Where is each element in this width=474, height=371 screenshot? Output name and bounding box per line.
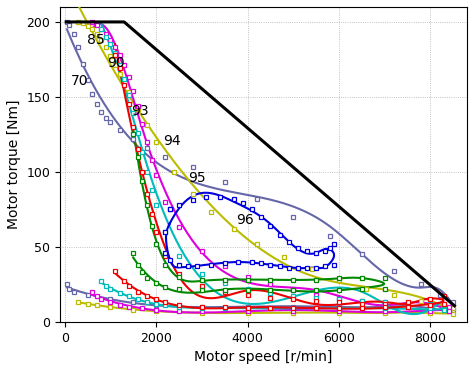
Text: 94: 94 (163, 134, 181, 148)
Y-axis label: Motor torque [Nm]: Motor torque [Nm] (7, 99, 21, 229)
Text: 95: 95 (188, 171, 206, 186)
Text: 90: 90 (107, 56, 124, 70)
Text: 96: 96 (236, 213, 254, 227)
Text: 70: 70 (71, 74, 88, 88)
Text: 93: 93 (131, 104, 148, 118)
X-axis label: Motor speed [r/min]: Motor speed [r/min] (194, 350, 333, 364)
Text: 85: 85 (87, 33, 104, 47)
